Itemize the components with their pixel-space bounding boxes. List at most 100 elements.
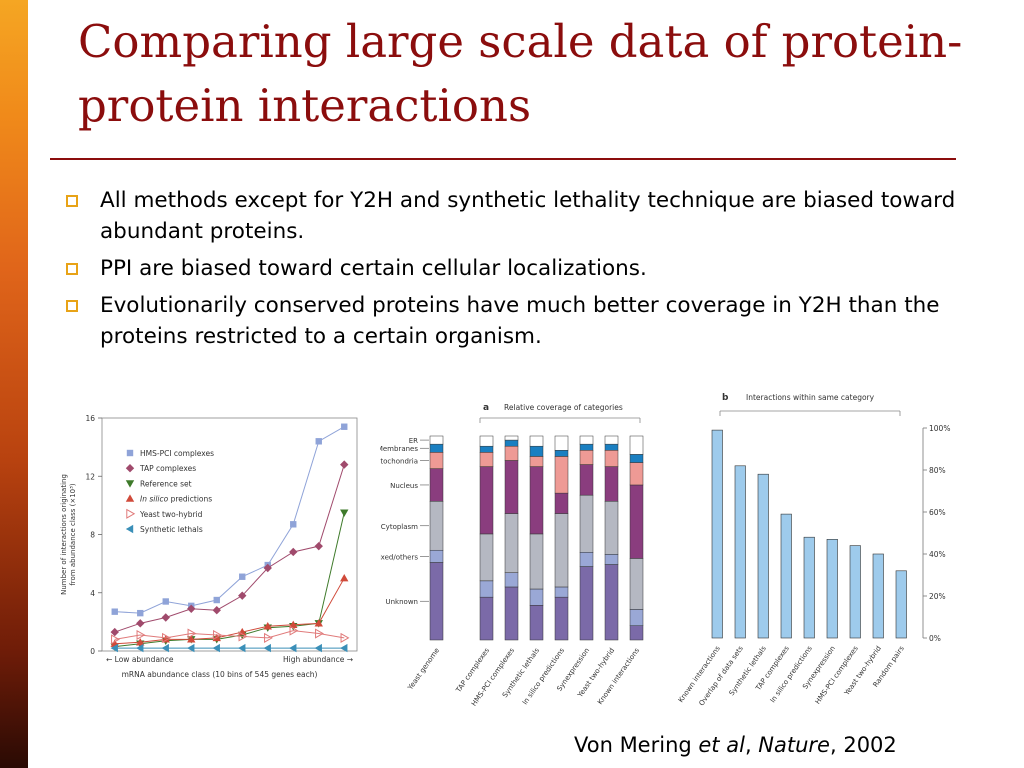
- stacked-bar-segment: [579, 552, 594, 567]
- stacked-bar-segment: [529, 533, 544, 590]
- data-point: [212, 606, 221, 615]
- segment-category-label: Membranes: [380, 445, 418, 453]
- bullet-square-icon: [66, 263, 78, 275]
- series-line: [114, 426, 345, 614]
- stacked-bar-segment: [579, 443, 594, 451]
- data-point: [136, 638, 145, 646]
- series-line: [114, 464, 345, 633]
- y-tick-label: 8: [90, 531, 95, 540]
- stacked-bar-segment: [629, 454, 644, 463]
- bar: [826, 539, 838, 639]
- stacked-bar-segment: [629, 435, 644, 455]
- stacked-bar-segment: [554, 596, 569, 641]
- stacked-bar-segment: [504, 586, 519, 641]
- stacked-bar-segment: [554, 513, 569, 588]
- y-axis-label-line: from abundance class (×10³): [69, 483, 77, 586]
- data-point: [136, 619, 145, 628]
- bar: [895, 570, 907, 639]
- stacked-bar-segment: [529, 456, 544, 467]
- stacked-bar-segment: [579, 566, 594, 641]
- legend-marker: [126, 508, 136, 519]
- y-tick-label: 100%: [929, 424, 950, 433]
- y-tick-label: 80%: [929, 466, 946, 475]
- bullet-text: All methods except for Y2H and synthetic…: [100, 188, 956, 244]
- stacked-bar-segment: [504, 445, 519, 461]
- segment-category-label: Unknown: [386, 598, 419, 606]
- stacked-bar-segment: [504, 513, 519, 573]
- legend-marker: [125, 464, 135, 473]
- category-label: Yeast genome: [406, 647, 441, 693]
- stacked-bar-segment: [579, 450, 594, 465]
- segment-category-label: ER: [409, 437, 418, 445]
- citation-sep: ,: [744, 733, 759, 757]
- stacked-bar-segment: [604, 443, 619, 451]
- citation-journal: Nature: [758, 733, 830, 757]
- data-point: [264, 632, 273, 643]
- legend-label-italic: In silico: [140, 495, 169, 504]
- y-tick-label: 20%: [929, 592, 946, 601]
- panel-title: Interactions within same category: [746, 393, 875, 402]
- stacked-bar-segment: [504, 435, 519, 441]
- y-tick-label: 60%: [929, 508, 946, 517]
- stacked-bar-segment: [629, 484, 644, 559]
- low-abundance-label: ← Low abundance: [106, 655, 174, 664]
- y-tick-label: 16: [85, 414, 95, 423]
- segment-category-label: Mitochondria: [380, 457, 418, 465]
- data-point: [162, 598, 169, 605]
- stacked-bar-segment: [604, 450, 619, 467]
- title-rule: [50, 158, 956, 160]
- legend-label: HMS-PCI complexes: [140, 449, 214, 458]
- bar: [849, 545, 861, 639]
- data-point: [290, 521, 297, 528]
- data-point: [187, 628, 197, 639]
- stacked-bar-segment: [604, 564, 619, 641]
- same-category-bar-chart: b Interactions within same category 0% 20% 4…: [677, 393, 951, 707]
- citation-year: , 2002: [829, 733, 897, 757]
- citation-author: Von Mering: [574, 733, 699, 757]
- bullet-square-icon: [66, 300, 78, 312]
- series-line: [114, 630, 345, 640]
- y-tick-label: 0: [90, 647, 95, 656]
- data-point: [137, 609, 144, 617]
- data-point: [161, 613, 170, 622]
- stacked-bar-segment: [429, 435, 444, 445]
- bullet-list: All methods except for Y2H and synthetic…: [60, 185, 960, 358]
- stacked-bar-segment: [479, 580, 494, 598]
- slide-title: Comparing large scale data of protein-pr…: [78, 15, 963, 132]
- data-point: [314, 541, 323, 551]
- data-point: [289, 643, 297, 653]
- data-point: [340, 509, 349, 517]
- stacked-bar-segment: [529, 588, 544, 606]
- abundance-line-chart: 0 4 8 12 16 Number of interactions originatin…: [60, 414, 358, 679]
- legend-marker: [126, 449, 134, 457]
- legend-label: Synthetic lethals: [140, 525, 203, 534]
- y-tick-label: 40%: [929, 550, 946, 559]
- stacked-bar-segment: [629, 625, 644, 641]
- stacked-bar-segment: [429, 562, 444, 641]
- data-point: [161, 643, 169, 653]
- stacked-bar-segment: [554, 435, 569, 451]
- series-line: [114, 577, 345, 645]
- y-axis-label-line: Number of interactions originating: [60, 474, 68, 595]
- data-point: [212, 643, 220, 653]
- bullet-text: PPI are biased toward certain cellular l…: [100, 256, 647, 281]
- data-point: [340, 643, 348, 653]
- bullet-item: All methods except for Y2H and synthetic…: [60, 185, 960, 247]
- bar: [734, 465, 746, 639]
- legend-label: Reference set: [140, 479, 192, 488]
- category-label: In silico predictions: [769, 644, 814, 704]
- legend-marker: [125, 524, 134, 534]
- stacked-bar-segment: [579, 464, 594, 496]
- stacked-bar-segment: [629, 462, 644, 486]
- data-point: [315, 628, 324, 639]
- stacked-bar-segment: [554, 492, 569, 514]
- data-point: [136, 629, 146, 641]
- stacked-bar-segment: [579, 494, 594, 553]
- panel-letter: b: [722, 393, 729, 403]
- legend-marker: [125, 494, 135, 502]
- bar: [711, 429, 723, 639]
- category-stacked-bar-chart: a Relative coverage of categories Yeast ge…: [380, 403, 644, 708]
- bullet-item: Evolutionarily conserved proteins have m…: [60, 290, 960, 352]
- data-point: [340, 632, 350, 643]
- high-abundance-label: High abundance →: [283, 655, 353, 664]
